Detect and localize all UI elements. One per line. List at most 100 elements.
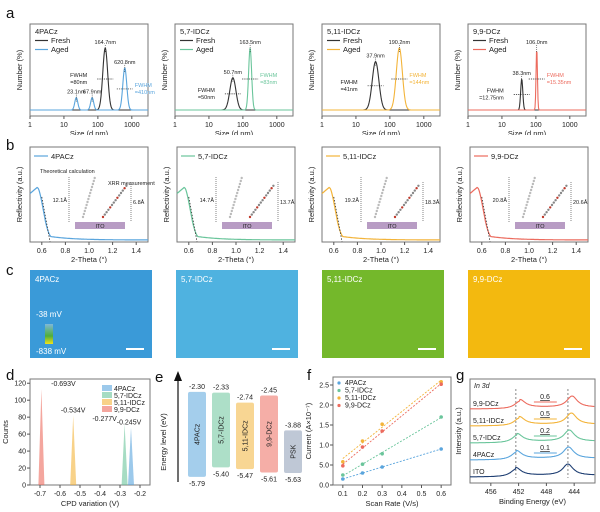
molecule-atom	[378, 200, 381, 204]
x-tick-label: 1.4	[278, 248, 288, 255]
molecule-atom	[228, 215, 232, 219]
y-tick-label: 0	[22, 483, 26, 490]
molecule-atom	[411, 191, 415, 195]
x-tick-label: 1000	[269, 122, 285, 129]
spectrum-label: 9,9-DCz	[473, 401, 499, 408]
molecule-atom	[89, 191, 92, 195]
molecule-atom	[230, 209, 233, 213]
legend-label: 5,7-IDCz	[114, 393, 142, 400]
y-axis-label: Number (%)	[453, 49, 462, 90]
molecule-atom	[266, 191, 270, 195]
x-tick-label: 1	[173, 122, 177, 129]
legend-label: Aged	[489, 45, 507, 54]
x-axis-label: Size (d.nm)	[215, 129, 254, 135]
x-tick-label: 1000	[124, 122, 140, 129]
molecule-atom	[413, 189, 416, 192]
scan-rate-plot: 0.1 0.2 0.3 0.4 0.5 0.6 0.0 5.0 1.0 1.5 2.0 2.5 Scan…	[304, 376, 452, 508]
molecule-atom	[532, 179, 535, 183]
x-axis-label: CPD variation (V)	[61, 499, 120, 508]
panel-letter-f: f	[307, 367, 312, 384]
molecule-atom	[91, 182, 95, 186]
data-point-9,9-DCz	[360, 445, 365, 449]
panel-letter-d: d	[6, 367, 15, 384]
plot-frame	[467, 23, 587, 117]
legend-label: 4PACz	[345, 380, 367, 387]
x-tick-label: 10	[205, 122, 213, 129]
molecule-atom	[88, 194, 91, 198]
y-tick-label: 1.5	[319, 423, 329, 430]
molecule-atom	[261, 199, 264, 202]
bar-name-label: 4PACz	[195, 423, 202, 445]
molecule-atom	[528, 194, 531, 198]
molecule-atom	[565, 184, 568, 187]
shift-value: 0.5	[540, 411, 550, 418]
peak-value-label: -0.277V	[92, 416, 117, 423]
x-axis-label: 2-Theta (°)	[363, 255, 399, 263]
scale-bar	[418, 348, 436, 350]
x-axis-label: Size (d.nm)	[70, 129, 109, 135]
ito-substrate	[222, 222, 272, 229]
energy-bar-9,9-DCz	[260, 395, 278, 473]
energy-bar-PSK	[284, 430, 302, 473]
xrr-chart-4: 0.6 0.8 1.0 1.2 1.4 2-Theta (°) Reflectivity (…	[455, 146, 589, 263]
molecule-atom	[89, 188, 93, 192]
y-tick-label: 0.0	[319, 483, 329, 490]
x-tick-label: 0.6	[329, 248, 339, 255]
molecule-atom	[254, 208, 257, 211]
molecule-atom	[82, 212, 86, 216]
thickness-theoretical: 19.2Å	[345, 197, 360, 204]
x-tick-label: 0.4	[397, 491, 407, 498]
y-tick-label: 120	[14, 381, 26, 388]
data-point-4PACz	[439, 447, 443, 451]
histogram-5,7-IDCz	[121, 423, 128, 485]
molecule-atom	[533, 176, 536, 180]
y-tick-label: 100	[14, 398, 26, 405]
spectrum-4PACz	[470, 446, 595, 461]
molecule-atom	[384, 179, 387, 183]
molecule-atom	[90, 185, 94, 189]
legend-label: Aged	[196, 45, 214, 54]
thickness-measured: 18.3Å	[425, 199, 440, 206]
peak-label: 37.9nm	[366, 54, 385, 60]
x-tick-label: 0.2	[358, 491, 368, 498]
molecule-atom	[81, 215, 85, 219]
y-axis-label: Intensity (a.u.)	[455, 407, 463, 455]
molecule-atom	[83, 209, 87, 213]
x-axis-label: 2-Theta (°)	[71, 255, 107, 263]
ito-label: ITO	[242, 224, 252, 230]
x-tick-label: 0.3	[377, 491, 387, 498]
scale-bar	[126, 348, 144, 350]
molecule-atom	[101, 215, 105, 219]
legend-label: Fresh	[489, 36, 508, 45]
plot-frame	[469, 378, 596, 484]
ito-substrate	[75, 222, 125, 229]
chart-title: 4PACz	[35, 27, 58, 36]
critical-angle-fit	[333, 196, 343, 243]
dls-chart-3: 1 10 100 1000 Size (d.nm) Number (%) 5,11-IDCz…	[307, 23, 441, 135]
x-tick-label: -0.6	[54, 491, 66, 498]
x-tick-label: 0.6	[477, 248, 487, 255]
x-tick-label: 1	[320, 122, 324, 129]
molecule-atom	[402, 203, 406, 207]
data-point-4PACz	[341, 477, 345, 481]
kpfm-image-1: 4PACz -38 mV -838 mV	[30, 270, 152, 358]
molecule-atom	[382, 185, 386, 189]
peak-label: 67.9nm	[83, 90, 102, 96]
molecule-atom	[263, 196, 266, 199]
legend-swatch	[102, 385, 112, 391]
molecule-atom	[236, 191, 239, 195]
cpd-histogram: -0.7 -0.6 -0.5 -0.4 -0.3 -0.2 0 20 40 60 80 100 120 C…	[1, 378, 151, 508]
molecule-atom	[248, 215, 252, 219]
molecule-atom	[375, 209, 378, 213]
molecule-atom	[234, 197, 237, 201]
legend-marker	[337, 403, 341, 408]
data-point-5,7-IDCz	[360, 462, 365, 466]
fwhm-label: FWHM	[135, 83, 153, 89]
peak-label: 50.7nm	[224, 70, 243, 76]
chart-title: In 3d	[474, 383, 491, 390]
y-axis-label: Current (A×10⁻⁷)	[304, 402, 313, 459]
molecule-atom	[121, 189, 125, 192]
fit-line-5,7-IDCz	[342, 417, 442, 477]
molecule-atom	[376, 206, 379, 210]
scale-bar	[564, 348, 582, 350]
